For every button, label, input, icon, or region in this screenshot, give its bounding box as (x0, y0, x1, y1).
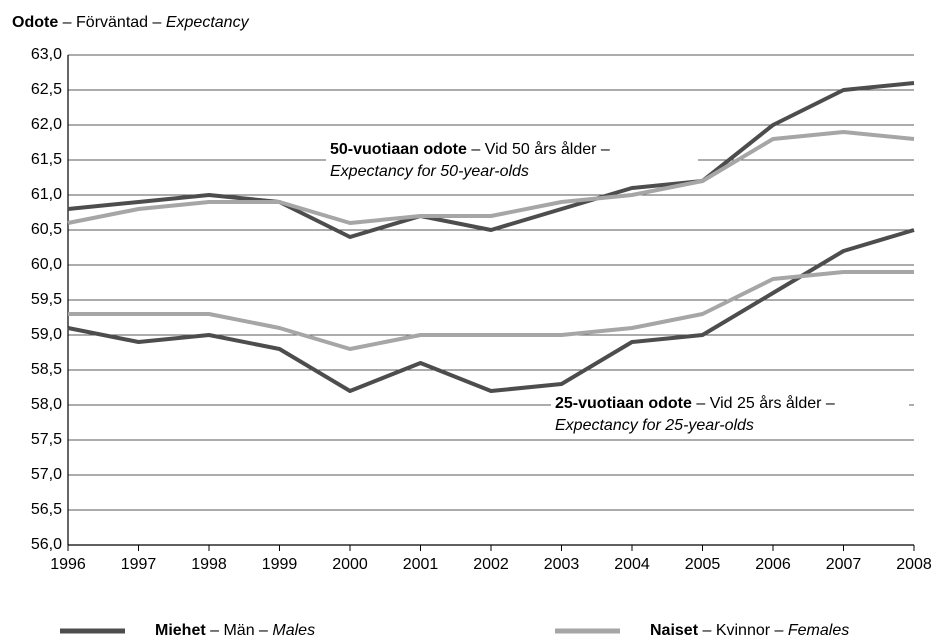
x-tick-label: 2007 (826, 556, 862, 573)
y-tick-label: 59,5 (31, 291, 62, 308)
y-tick-label: 58,0 (31, 396, 62, 413)
x-tick-label: 2005 (685, 556, 721, 573)
y-tick-label: 58,5 (31, 361, 62, 378)
series-line (67, 130, 915, 225)
x-tick-label: 2004 (614, 556, 650, 573)
x-tick-label: 1999 (262, 556, 298, 573)
annotation: 25-vuotiaan odote – Vid 25 års ålder – (555, 394, 835, 412)
y-tick-label: 59,0 (31, 326, 62, 343)
y-tick-label: 60,5 (31, 221, 62, 238)
x-tick-label: 2003 (544, 556, 580, 573)
x-tick-label: 1998 (191, 556, 227, 573)
y-tick-label: 61,5 (31, 151, 62, 168)
series-line (68, 270, 914, 351)
x-tick-label: 1996 (50, 556, 86, 573)
y-tick-label: 56,5 (31, 501, 62, 518)
y-tick-label: 56,0 (31, 536, 62, 553)
chart-title: Odote – Förväntad – Expectancy (12, 14, 250, 31)
annotation: Expectancy for 25-year-olds (555, 417, 754, 434)
y-tick-label: 57,5 (31, 431, 62, 448)
legend-label: Naiset – Kvinnor – Females (650, 622, 849, 639)
y-tick-label: 63,0 (31, 46, 62, 63)
y-tick-label: 60,0 (31, 256, 62, 273)
annotation: Expectancy for 50-year-olds (330, 163, 529, 180)
x-tick-label: 1997 (121, 556, 157, 573)
legend-label: Miehet – Män – Males (155, 622, 315, 639)
y-tick-label: 62,0 (31, 116, 62, 133)
series-line (67, 228, 915, 393)
x-tick-label: 2006 (755, 556, 791, 573)
annotation-background (551, 392, 909, 438)
x-tick-label: 2001 (403, 556, 439, 573)
x-tick-label: 2002 (473, 556, 509, 573)
x-tick-label: 2008 (896, 556, 932, 573)
y-tick-label: 61,0 (31, 186, 62, 203)
annotation-background (326, 138, 698, 184)
series-line (67, 81, 915, 239)
annotation: 50-vuotiaan odote – Vid 50 års ålder – (330, 140, 610, 158)
x-tick-label: 2000 (332, 556, 368, 573)
y-tick-label: 62,5 (31, 81, 62, 98)
y-tick-label: 57,0 (31, 466, 62, 483)
